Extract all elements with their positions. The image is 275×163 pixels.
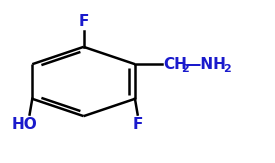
Text: 2: 2 bbox=[182, 64, 189, 74]
Text: 2: 2 bbox=[223, 64, 231, 74]
Text: F: F bbox=[133, 117, 143, 132]
Text: CH: CH bbox=[163, 57, 187, 72]
Text: F: F bbox=[78, 14, 89, 29]
Text: —NH: —NH bbox=[185, 57, 226, 72]
Text: HO: HO bbox=[11, 117, 37, 132]
